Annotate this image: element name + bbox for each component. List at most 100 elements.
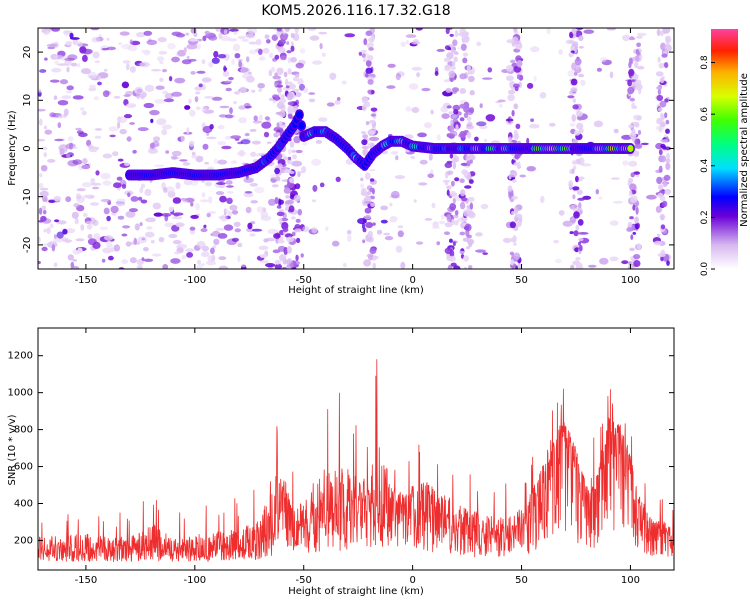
noise-blob <box>621 260 629 265</box>
noise-blob <box>227 210 233 217</box>
noise-blob <box>467 71 473 75</box>
noise-blob <box>65 196 72 203</box>
noise-blob <box>368 136 380 142</box>
noise-blob <box>201 180 205 183</box>
noise-blob <box>360 177 364 182</box>
noise-blob <box>289 177 295 184</box>
noise-blob <box>362 239 366 244</box>
noise-blob <box>274 54 280 60</box>
noise-blob <box>573 230 579 237</box>
noise-blob <box>94 60 100 63</box>
noise-blob <box>408 83 419 90</box>
noise-blob <box>80 224 85 231</box>
noise-blob <box>655 206 663 213</box>
noise-blob <box>446 185 452 190</box>
noise-blob <box>231 59 236 65</box>
noise-blob <box>164 222 174 228</box>
noise-blob <box>578 73 585 78</box>
noise-blob <box>79 107 85 111</box>
noise-blob <box>446 105 452 109</box>
noise-blob <box>636 42 641 48</box>
noise-blob <box>526 82 534 89</box>
noise-blob <box>576 109 580 114</box>
noise-blob <box>507 94 515 102</box>
noise-blob <box>127 192 131 197</box>
noise-blob <box>512 235 517 243</box>
noise-blob <box>512 36 519 44</box>
noise-blob <box>513 43 521 48</box>
noise-blob <box>363 215 372 220</box>
noise-blob <box>628 61 632 69</box>
noise-blob <box>67 254 75 261</box>
noise-blob <box>198 83 203 88</box>
noise-blob <box>311 199 316 203</box>
noise-blob <box>627 79 632 87</box>
noise-blob <box>662 200 668 208</box>
noise-blob <box>480 203 489 210</box>
colorbar-tick-label: 0.6 <box>700 107 710 122</box>
snr-frame <box>37 327 675 571</box>
noise-blob <box>336 97 341 101</box>
noise-blob <box>287 106 295 115</box>
noise-blob <box>459 117 465 122</box>
noise-blob <box>229 204 238 211</box>
noise-blob <box>413 199 417 203</box>
noise-blob <box>363 201 372 204</box>
noise-blob <box>185 32 190 36</box>
noise-blob <box>498 104 503 108</box>
trace-segment <box>298 122 305 130</box>
noise-blob <box>139 222 143 227</box>
noise-blob <box>513 252 521 260</box>
noise-blob <box>663 174 671 181</box>
noise-blob <box>233 100 237 105</box>
noise-blob <box>217 125 225 130</box>
noise-blob <box>580 79 586 86</box>
noise-blob <box>53 238 65 243</box>
noise-blob <box>136 263 143 269</box>
noise-blob <box>147 148 159 154</box>
noise-blob <box>276 28 282 32</box>
noise-blob <box>62 228 68 235</box>
noise-blob <box>450 65 456 70</box>
noise-blob <box>307 28 317 32</box>
noise-blob <box>278 218 283 223</box>
noise-blob <box>390 151 399 155</box>
noise-blob <box>134 223 140 231</box>
noise-blob <box>260 215 272 221</box>
noise-blob <box>417 132 427 138</box>
noise-blob <box>159 61 164 64</box>
noise-blob <box>244 132 250 137</box>
noise-blob <box>43 125 48 130</box>
noise-blob <box>171 56 180 63</box>
noise-blob <box>334 99 341 105</box>
noise-blob <box>434 66 439 75</box>
noise-blob <box>171 31 182 36</box>
noise-blob <box>360 188 367 196</box>
noise-blob <box>208 196 213 204</box>
noise-blob <box>225 87 232 92</box>
noise-blob <box>186 55 190 60</box>
noise-blob <box>117 116 121 123</box>
noise-blob <box>583 29 595 34</box>
noise-blob <box>628 37 636 41</box>
noise-blob <box>395 155 399 161</box>
noise-blob <box>509 198 515 203</box>
noise-blob <box>483 138 488 142</box>
noise-blob <box>578 244 583 252</box>
noise-blob <box>469 202 474 210</box>
noise-blob <box>610 177 620 180</box>
noise-blob <box>162 69 167 73</box>
noise-blob <box>598 196 603 200</box>
noise-blob <box>163 187 168 193</box>
noise-blob <box>462 57 468 64</box>
noise-blob <box>321 52 326 57</box>
noise-blob <box>460 43 467 51</box>
noise-blob <box>416 72 420 78</box>
noise-blob <box>67 136 74 142</box>
noise-blob <box>228 76 234 81</box>
noise-blob <box>121 183 127 189</box>
noise-blob <box>448 255 456 262</box>
noise-blob <box>627 86 635 95</box>
noise-blob <box>278 120 283 126</box>
noise-blob <box>211 57 220 64</box>
